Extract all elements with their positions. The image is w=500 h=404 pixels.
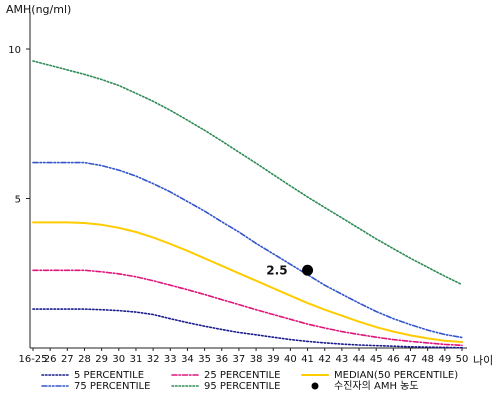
x-tick-label: 42 [318, 354, 331, 365]
x-tick-label: 35 [198, 354, 211, 365]
x-tick-label: 44 [353, 354, 366, 365]
x-tick-label: 34 [181, 354, 194, 365]
x-tick-label: 28 [78, 354, 91, 365]
x-tick-label: 50 [456, 354, 469, 365]
legend-label-25-percentile: 25 PERCENTILE [204, 370, 280, 381]
x-tick-label: 45 [370, 354, 383, 365]
series-line-median-50-percentile [32, 221, 463, 343]
legend-label-median-50-percentile: MEDIAN(50 PERCENTILE) [334, 370, 458, 381]
x-tick-label: 47 [404, 354, 417, 365]
series-line-95-percentile [32, 60, 463, 286]
point-layer: 2.5 [266, 263, 314, 277]
x-tick-label: 16-25 [18, 354, 47, 365]
x-tick-label: 29 [95, 354, 108, 365]
x-tick-label: 27 [61, 354, 74, 365]
series-line-5-percentile [32, 308, 463, 349]
legend-swatch-patient-amh [311, 382, 319, 390]
x-tick-label: 39 [267, 354, 280, 365]
x-tick-label: 41 [301, 354, 314, 365]
x-tick-label: 49 [438, 354, 451, 365]
x-tick-label: 31 [130, 354, 143, 365]
x-tick-label: 32 [147, 354, 160, 365]
legend-layer: 5 PERCENTILE 25 PERCENTILE MEDIAN(50 PERCE… [41, 370, 458, 392]
x-axis-title: 나이 [473, 354, 493, 367]
series-line-25-percentile [32, 269, 463, 347]
x-tick-label: 37 [233, 354, 246, 365]
x-tick-label: 30 [112, 354, 125, 365]
legend-label-95-percentile: 95 PERCENTILE [204, 381, 280, 392]
x-tick-label: 38 [250, 354, 263, 365]
legend-label-75-percentile: 75 PERCENTILE [74, 381, 150, 392]
patient-amh-value-label: 2.5 [266, 263, 287, 277]
series-layer [32, 60, 463, 349]
x-tick-label: 36 [215, 354, 228, 365]
legend-label-patient-amh: 수진자의 AMH 농도 [334, 380, 419, 392]
x-tick-label: 40 [284, 354, 297, 365]
x-tick-label: 46 [387, 354, 400, 365]
legend-label-5-percentile: 5 PERCENTILE [74, 370, 144, 381]
x-tick-label: 26 [44, 354, 57, 365]
x-tick-label: 48 [421, 354, 434, 365]
patient-amh-point [302, 264, 314, 276]
y-tick-label: 10 [8, 45, 21, 56]
series-line-75-percentile [32, 161, 463, 339]
x-tick-label: 43 [336, 354, 349, 365]
y-tick-label: 5 [15, 195, 21, 206]
x-tick-label: 33 [164, 354, 177, 365]
y-axis-title: AMH(ng/ml) [6, 3, 71, 16]
